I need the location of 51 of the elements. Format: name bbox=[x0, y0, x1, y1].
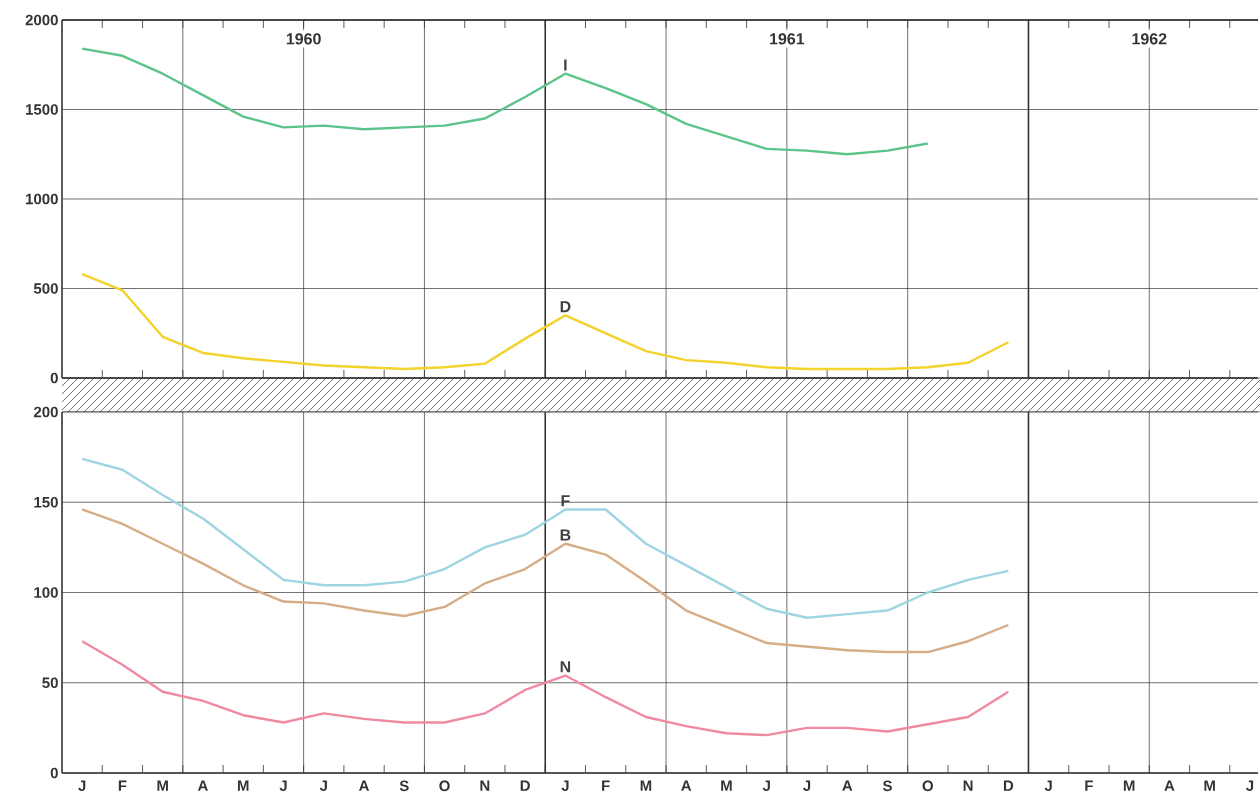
y-tick-label: 500 bbox=[33, 283, 58, 294]
series-label: I bbox=[564, 59, 567, 71]
x-tick-label: J bbox=[561, 780, 569, 791]
y-tick-label: 0 bbox=[50, 372, 58, 384]
x-tick-label: A bbox=[681, 780, 692, 791]
line-series bbox=[80, 640, 1010, 737]
x-tick-label: O bbox=[922, 780, 933, 792]
x-tick-label: O bbox=[439, 780, 450, 792]
series-label: D bbox=[560, 301, 571, 313]
y-tick-label: 2000 bbox=[25, 14, 58, 26]
x-tick-label: D bbox=[520, 780, 530, 791]
x-tick-label: J bbox=[1044, 780, 1052, 791]
x-tick-label: M bbox=[1123, 780, 1135, 791]
x-tick-label: N bbox=[480, 780, 490, 791]
y-tick-label: 100 bbox=[34, 587, 58, 598]
x-tick-label: J bbox=[803, 780, 811, 791]
x-tick-label: M bbox=[1204, 780, 1215, 791]
line-series bbox=[80, 47, 930, 156]
annotation: 1961 bbox=[770, 33, 805, 45]
y-tick-label: 150 bbox=[34, 496, 58, 508]
x-tick-label: J bbox=[762, 780, 770, 791]
annotation: 1962 bbox=[1132, 33, 1167, 45]
x-tick-label: A bbox=[1164, 780, 1175, 791]
x-tick-label: A bbox=[358, 780, 370, 791]
x-tick-label: M bbox=[157, 780, 168, 791]
x-tick-label: M bbox=[640, 780, 652, 791]
x-tick-label: F bbox=[602, 780, 610, 791]
series-label: N bbox=[560, 661, 571, 673]
x-tick-label: F bbox=[1085, 780, 1093, 791]
x-tick-label: A bbox=[842, 780, 853, 791]
series-label: F bbox=[561, 495, 570, 507]
x-tick-label: A bbox=[197, 780, 208, 791]
x-tick-label: F bbox=[118, 780, 127, 791]
y-tick-label: 0 bbox=[50, 767, 58, 779]
x-tick-label: J bbox=[78, 780, 86, 791]
y-tick-label: 1000 bbox=[26, 193, 58, 205]
line-series bbox=[80, 457, 1010, 619]
x-tick-label: J bbox=[279, 780, 287, 791]
series-label: B bbox=[560, 529, 571, 541]
y-tick-label: 200 bbox=[33, 406, 58, 418]
x-tick-label: J bbox=[319, 780, 327, 791]
y-tick-label: 1500 bbox=[26, 104, 58, 115]
x-tick-label: S bbox=[882, 780, 892, 792]
x-tick-label: M bbox=[721, 780, 732, 791]
x-tick-label: J bbox=[1246, 780, 1254, 791]
x-tick-label: D bbox=[1003, 780, 1014, 791]
x-tick-label: N bbox=[963, 780, 973, 791]
x-tick-label: S bbox=[399, 780, 409, 792]
y-tick-label: 50 bbox=[42, 677, 58, 689]
annotation: 1960 bbox=[286, 33, 321, 45]
x-tick-label: M bbox=[237, 780, 249, 791]
